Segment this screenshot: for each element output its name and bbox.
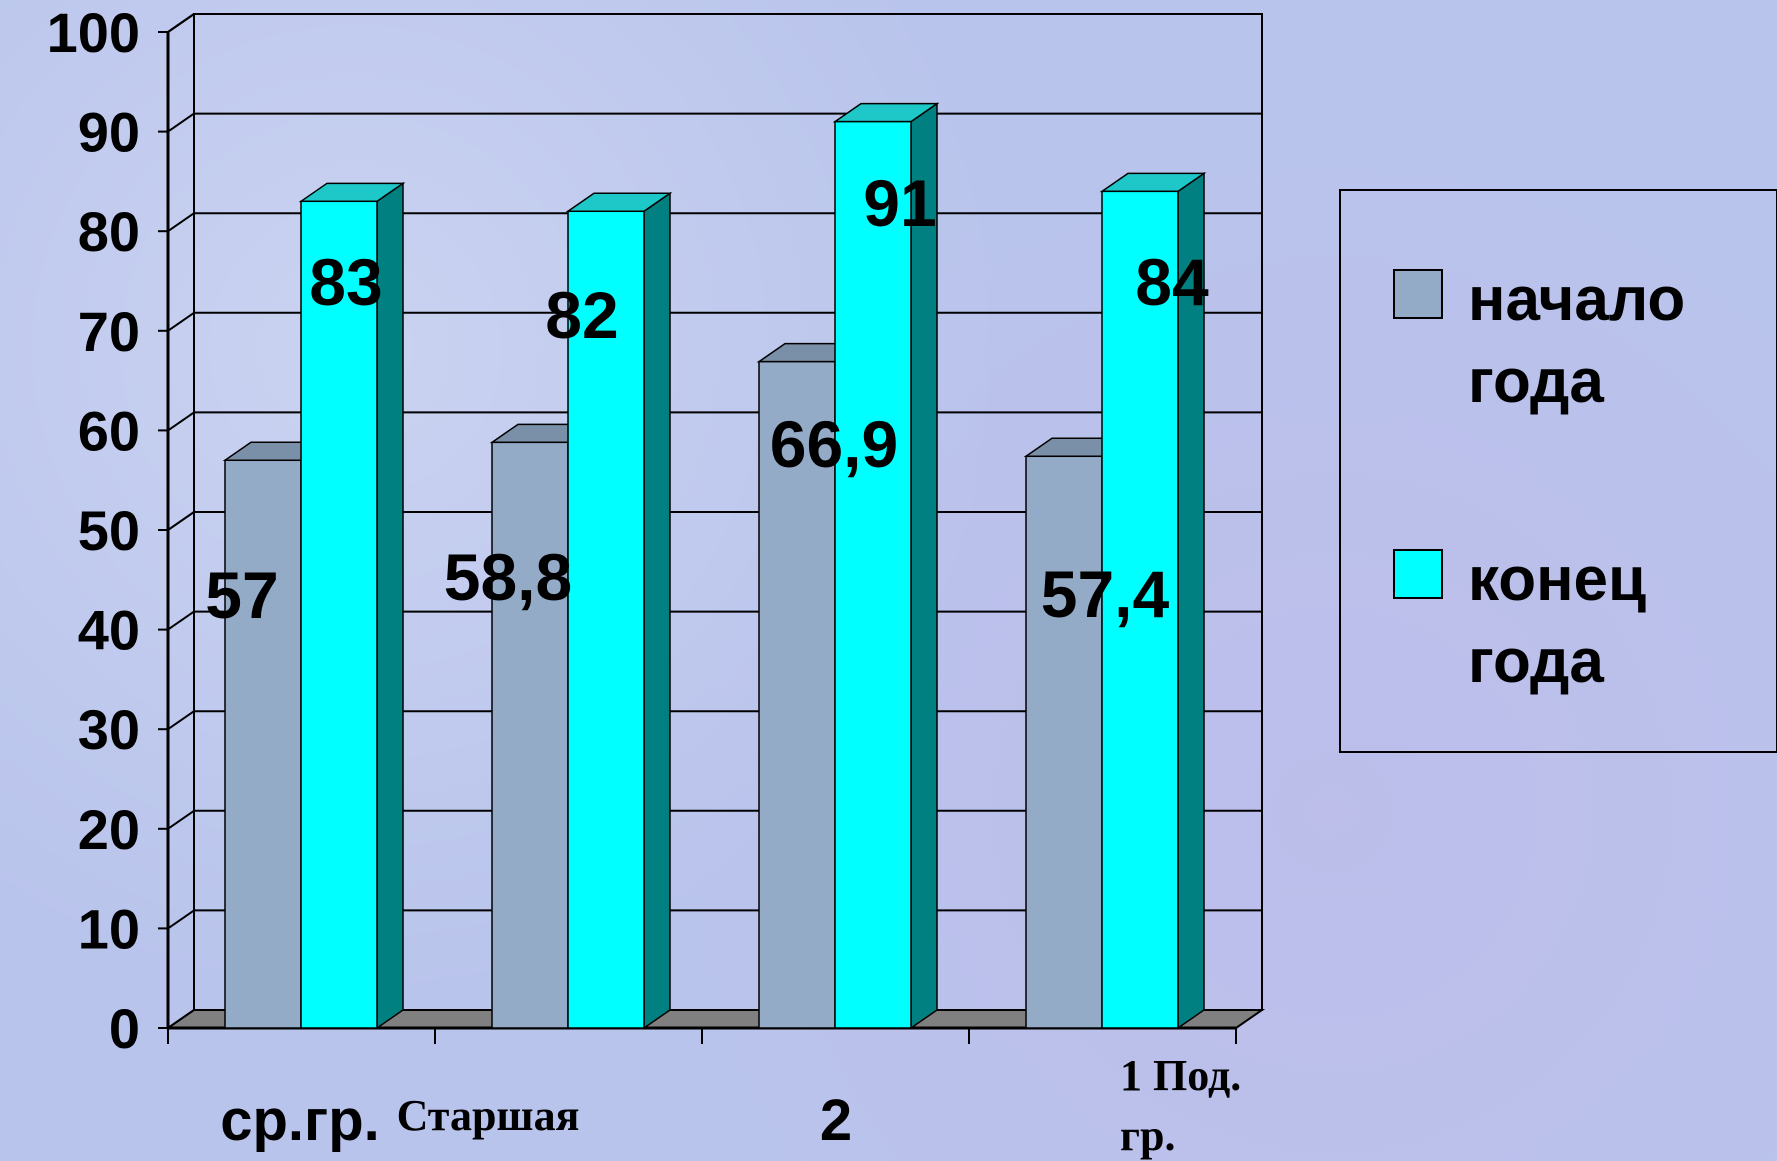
y-tick-label: 50 bbox=[78, 499, 140, 562]
legend-swatch bbox=[1393, 549, 1443, 599]
bar bbox=[224, 459, 302, 1029]
gridline-depth bbox=[167, 212, 195, 233]
x-tick-label: 2 bbox=[820, 1088, 852, 1153]
bar-side bbox=[910, 102, 938, 1030]
gridline-depth bbox=[167, 909, 195, 930]
bar bbox=[758, 360, 836, 1029]
y-tick-label: 80 bbox=[78, 200, 140, 263]
y-tick-label: 30 bbox=[78, 698, 140, 761]
y-tick-label: 20 bbox=[78, 798, 140, 861]
y-tick-label: 70 bbox=[78, 300, 140, 363]
gridline-depth bbox=[167, 610, 195, 631]
gridline-depth bbox=[167, 112, 195, 133]
gridline-depth bbox=[167, 411, 195, 432]
data-label: 57 bbox=[205, 558, 278, 632]
y-tick-label: 90 bbox=[78, 101, 140, 164]
legend-box bbox=[1339, 189, 1777, 753]
gridline-depth bbox=[167, 809, 195, 830]
legend-label: года bbox=[1468, 347, 1604, 416]
data-label: 84 bbox=[1135, 245, 1209, 319]
data-label: 82 bbox=[545, 278, 618, 352]
data-label: 57,4 bbox=[1041, 557, 1170, 631]
bar bbox=[834, 120, 912, 1029]
bars-layer bbox=[222, 102, 1207, 1030]
data-label: 66,9 bbox=[770, 407, 898, 481]
gridline-depth bbox=[167, 311, 195, 332]
bar bbox=[300, 200, 378, 1029]
y-tick-label: 10 bbox=[78, 897, 140, 960]
gridline-depth bbox=[167, 710, 195, 731]
legend-label: начало bbox=[1468, 265, 1685, 334]
bar bbox=[1101, 190, 1179, 1029]
data-label: 83 bbox=[309, 245, 382, 319]
y-tick-label: 60 bbox=[78, 399, 140, 462]
legend-label: года bbox=[1468, 627, 1604, 696]
legend-label: конец bbox=[1468, 545, 1646, 614]
x-tick-label: Старшая bbox=[397, 1091, 580, 1140]
data-label: 91 bbox=[863, 166, 936, 240]
x-tick-label: ср.гр. bbox=[220, 1088, 380, 1153]
y-tick-label: 100 bbox=[47, 1, 140, 64]
gridline-depth bbox=[167, 511, 195, 531]
bar bbox=[491, 441, 569, 1029]
bar-side bbox=[643, 191, 671, 1030]
data-label: 58,8 bbox=[444, 540, 572, 614]
x-tick-label: 1 Под. bbox=[1120, 1051, 1241, 1100]
legend-swatch bbox=[1393, 269, 1443, 319]
y-tick-label: 40 bbox=[78, 599, 140, 662]
labels-layer: 0 10 20 30 40 50 60 70 80 90 100 57 83 58,8 82 66,9 91 57… bbox=[47, 1, 1242, 1160]
bar bbox=[1025, 455, 1103, 1029]
bar bbox=[567, 210, 645, 1029]
x-tick-label: гр. bbox=[1120, 1111, 1175, 1160]
y-tick-label: 0 bbox=[109, 997, 140, 1060]
legend: начало года конец года bbox=[1339, 189, 1777, 753]
y-axis-top bbox=[167, 13, 195, 33]
